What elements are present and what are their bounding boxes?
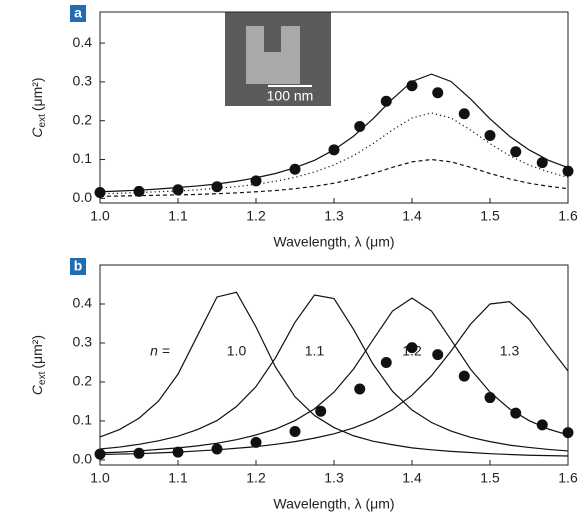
- data-point: [328, 144, 340, 156]
- y-axis-label: Cext (μm²): [29, 335, 48, 395]
- data-point: [133, 447, 145, 459]
- data-point: [458, 108, 470, 120]
- data-point: [94, 448, 106, 460]
- x-axis-label: Wavelength, λ (μm): [273, 234, 394, 250]
- y-label-symbol: C: [29, 384, 45, 395]
- data-point: [172, 184, 184, 196]
- x-tick-label: 1.3: [324, 208, 344, 224]
- y-tick-label: 0.4: [73, 295, 93, 311]
- curve: [99, 73, 569, 193]
- data-point: [172, 446, 184, 458]
- x-tick-label: 1.2: [246, 470, 266, 486]
- x-tick-label: 1.3: [324, 470, 344, 486]
- data-point: [250, 436, 262, 448]
- plot-frame: [99, 11, 569, 204]
- curve: [99, 158, 569, 197]
- data-point: [289, 425, 301, 437]
- data-point: [536, 419, 548, 431]
- x-tick-label: 1.4: [402, 208, 422, 224]
- panel-label: a: [74, 5, 82, 21]
- inset-image: 100 nm: [225, 12, 331, 106]
- x-tick-label: 1.6: [558, 208, 578, 224]
- scale-bar-label: 100 nm: [267, 88, 314, 104]
- y-tick-label: 0.4: [73, 34, 93, 50]
- data-point: [211, 181, 223, 193]
- curve: [99, 297, 569, 454]
- data-point: [250, 175, 262, 187]
- y-axis-label: Cext (μm²): [29, 77, 48, 137]
- data-point: [510, 407, 522, 419]
- data-point: [94, 187, 106, 199]
- series-label: 1.0: [227, 343, 247, 359]
- data-point: [510, 146, 522, 158]
- data-point: [562, 427, 574, 439]
- curve: [99, 294, 569, 452]
- data-point: [536, 157, 548, 169]
- y-tick-label: 0.3: [73, 334, 93, 350]
- y-tick-label: 0.0: [73, 451, 93, 467]
- series-label: 1.3: [500, 343, 520, 359]
- data-point: [354, 121, 366, 133]
- data-point: [562, 165, 574, 177]
- x-tick-label: 1.2: [246, 208, 266, 224]
- y-tick-label: 0.2: [73, 373, 93, 389]
- y-tick-label: 0.1: [73, 150, 93, 166]
- data-point: [458, 370, 470, 382]
- plot-frame: [99, 264, 569, 466]
- x-tick-label: 1.6: [558, 470, 578, 486]
- y-label-unit: (μm²): [29, 335, 45, 369]
- inset-structure: [246, 26, 300, 84]
- y-label-subscript: ext: [37, 371, 48, 385]
- y-label-unit: (μm²): [29, 77, 45, 111]
- data-point: [354, 383, 366, 395]
- y-tick-label: 0.2: [73, 111, 93, 127]
- y-label-symbol: C: [29, 127, 45, 138]
- x-tick-label: 1.1: [168, 208, 188, 224]
- data-point: [484, 392, 496, 404]
- curve: [99, 301, 569, 456]
- data-point: [289, 163, 301, 175]
- y-label-subscript: ext: [37, 114, 48, 128]
- data-point: [133, 185, 145, 197]
- y-tick-label: 0.1: [73, 412, 93, 428]
- x-axis-label: Wavelength, λ (μm): [273, 496, 394, 512]
- x-tick-label: 1.0: [90, 470, 110, 486]
- y-tick-label: 0.0: [73, 189, 93, 205]
- data-point: [315, 405, 327, 417]
- data-point: [211, 443, 223, 455]
- data-point: [432, 349, 444, 361]
- data-point: [380, 95, 392, 107]
- panel-label: b: [74, 258, 83, 274]
- x-tick-label: 1.1: [168, 470, 188, 486]
- x-tick-label: 1.5: [480, 470, 500, 486]
- y-tick-label: 0.3: [73, 73, 93, 89]
- x-tick-label: 1.5: [480, 208, 500, 224]
- data-point: [484, 129, 496, 141]
- data-point: [432, 87, 444, 99]
- curve: [99, 291, 569, 457]
- panel-label-box: [70, 258, 86, 275]
- panel-label-box: [70, 5, 86, 22]
- data-point: [380, 356, 392, 368]
- series-label: 1.1: [305, 343, 325, 359]
- x-tick-label: 1.0: [90, 208, 110, 224]
- data-point: [406, 80, 418, 92]
- x-tick-label: 1.4: [402, 470, 422, 486]
- series-title: n =: [150, 343, 170, 359]
- data-point: [406, 342, 418, 354]
